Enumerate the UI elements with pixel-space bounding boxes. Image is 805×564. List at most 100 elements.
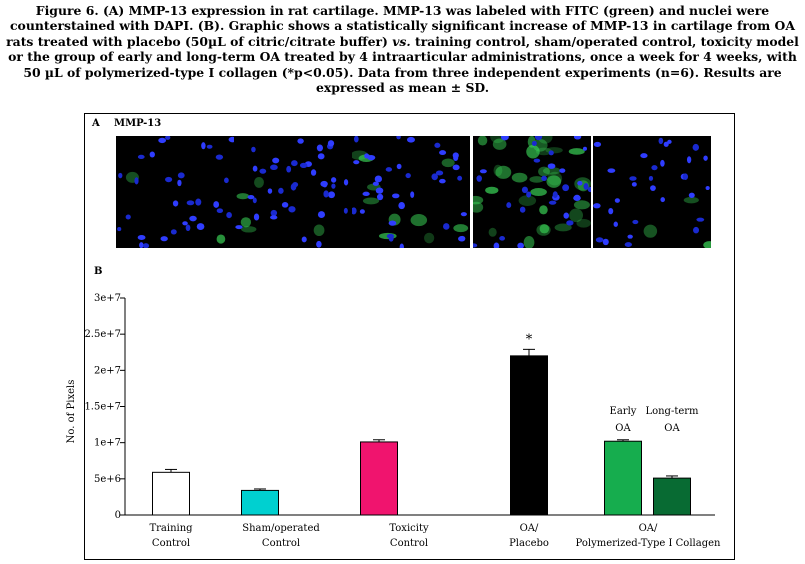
dapi-nucleus [506, 202, 512, 209]
dapi-nucleus [201, 142, 206, 150]
dapi-nucleus [343, 179, 349, 186]
dapi-nucleus [593, 203, 601, 209]
dapi-nucleus [385, 167, 393, 172]
dapi-nucleus [392, 193, 400, 199]
panel-b-label: B [94, 266, 103, 277]
dapi-nucleus [640, 153, 648, 159]
fitc-signal [523, 235, 535, 248]
dapi-nucleus [548, 150, 554, 156]
y-tick-label: 1e+7 [94, 438, 121, 449]
significance-marker: * [526, 332, 533, 347]
panel-a-label: A [92, 118, 100, 129]
micrograph-svg [117, 136, 234, 248]
fitc-signal [254, 176, 264, 188]
figure-panel-box [84, 113, 735, 560]
fitc-signal [473, 201, 484, 213]
bar [604, 440, 642, 516]
dapi-nucleus [118, 172, 123, 179]
x-category-label: Polymerized-Type I Collagen [576, 538, 721, 549]
dapi-nucleus [547, 163, 556, 169]
dapi-nucleus [267, 188, 273, 194]
dapi-nucleus [372, 181, 379, 186]
dapi-nucleus [270, 164, 278, 171]
fitc-signal [518, 195, 537, 206]
dapi-nucleus [328, 191, 336, 199]
dapi-nucleus [541, 175, 547, 182]
dapi-nucleus [443, 223, 450, 230]
bar [360, 441, 398, 516]
dapi-nucleus [613, 221, 618, 227]
dapi-nucleus [517, 242, 524, 248]
dapi-nucleus [632, 219, 639, 225]
dapi-nucleus [658, 137, 664, 145]
bar-annotation: OA [615, 423, 631, 434]
dapi-nucleus [353, 136, 359, 143]
dapi-nucleus [431, 173, 438, 181]
fitc-signal [542, 167, 561, 175]
fitc-signal [546, 175, 562, 188]
dapi-nucleus [573, 136, 582, 140]
x-category-label: Control [152, 538, 190, 549]
dapi-nucleus [299, 162, 308, 168]
dapi-nucleus [252, 197, 257, 204]
panel-a-title: MMP-13 [114, 118, 162, 129]
dapi-nucleus [247, 195, 255, 200]
micrograph-svg [235, 138, 349, 248]
fitc-signal [573, 200, 590, 210]
fitc-signal [410, 214, 428, 227]
micrograph-oa-placebo [473, 136, 591, 248]
dapi-nucleus [534, 136, 543, 141]
dapi-nucleus [696, 217, 705, 222]
bar-annotation: Early [610, 406, 637, 417]
dapi-nucleus [587, 186, 591, 193]
dapi-nucleus [226, 212, 232, 219]
fitc-signal [547, 171, 563, 186]
dapi-nucleus [396, 163, 402, 170]
dapi-nucleus [330, 177, 337, 183]
dapi-nucleus [650, 185, 656, 192]
micrograph-toxicity [352, 136, 470, 248]
x-category-label: OA/ [639, 523, 658, 534]
micrograph-sham-operated [234, 136, 352, 248]
dapi-nucleus [533, 158, 541, 163]
dapi-nucleus [663, 141, 669, 147]
dapi-nucleus [165, 136, 171, 140]
dapi-nucleus [473, 243, 478, 248]
dapi-nucleus [563, 212, 569, 219]
dapi-nucleus [235, 225, 243, 230]
fitc-signal [453, 224, 469, 233]
fitc-signal [683, 196, 699, 204]
dapi-nucleus [196, 223, 205, 230]
dapi-nucleus [316, 144, 324, 152]
dapi-nucleus [559, 168, 566, 173]
x-category-label: Sham/operated [242, 523, 320, 534]
dapi-nucleus [376, 193, 384, 201]
dapi-nucleus [607, 168, 616, 173]
fitc-signal [495, 165, 512, 179]
dapi-nucleus [281, 201, 289, 208]
dapi-nucleus [367, 154, 376, 161]
caption-italic-vs: vs. [392, 33, 411, 49]
fitc-signal [362, 197, 380, 205]
dapi-nucleus [323, 190, 329, 198]
fitc-signal [554, 223, 572, 232]
fitc-signal [485, 186, 499, 194]
caption-part-1: Figure 6. (A) MMP-13 expression in rat c… [6, 3, 795, 49]
fitc-signal [530, 188, 547, 197]
fitc-signal [492, 138, 507, 150]
x-category-label: OA/ [520, 523, 539, 534]
dapi-nucleus [137, 154, 145, 160]
dapi-nucleus [595, 237, 604, 243]
dapi-nucleus [252, 165, 258, 172]
dapi-nucleus [439, 150, 447, 156]
bar-annotation: OA [664, 423, 680, 434]
fitc-signal [236, 193, 250, 200]
fitc-signal [643, 224, 658, 238]
bar [241, 489, 279, 516]
fitc-signal [535, 147, 552, 156]
y-tick-label: 0 [115, 510, 121, 521]
dapi-nucleus [216, 208, 224, 214]
dapi-nucleus [353, 160, 360, 165]
dapi-nucleus [139, 242, 144, 248]
